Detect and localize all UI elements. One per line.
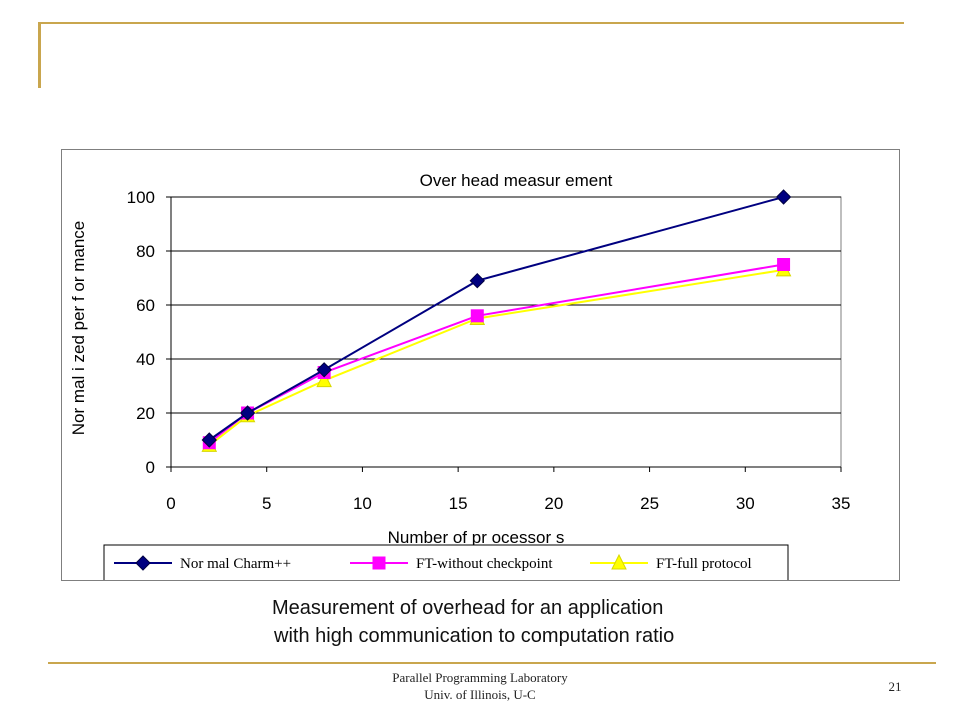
- caption-line-1: Measurement of overhead for an applicati…: [272, 597, 664, 619]
- y-tick-label: 100: [127, 188, 155, 207]
- x-tick-label: 20: [544, 494, 563, 513]
- data-point: [239, 405, 256, 421]
- bottom-rule: [48, 662, 936, 664]
- x-tick-label: 0: [166, 494, 175, 513]
- data-point: [201, 432, 217, 448]
- x-tick-label: 15: [449, 494, 468, 513]
- footer: Parallel Programming Laboratory Univ. of…: [330, 669, 630, 703]
- x-tick-label: 25: [640, 494, 659, 513]
- data-point: [316, 371, 332, 388]
- x-axis-label: Number of pr ocessor s: [388, 528, 565, 547]
- legend-marker: [135, 555, 151, 571]
- x-tick-label: 10: [353, 494, 372, 513]
- legend-marker: [611, 553, 627, 570]
- data-point: [470, 309, 484, 323]
- footer-university: Univ. of Illinois, U-C: [424, 687, 536, 702]
- x-tick-label: 5: [262, 494, 271, 513]
- data-point: [469, 272, 485, 289]
- y-tick-label: 20: [136, 404, 155, 423]
- slide-caption: Measurement of overhead for an applicati…: [272, 594, 832, 650]
- page-number: 21: [888, 679, 902, 694]
- chart-frame: 0 20 40 60 80 100 0 5 10 15 20 25 30 35 Over head meas…: [61, 149, 900, 581]
- y-axis-label: Nor mal i zed per f or mance: [69, 221, 88, 435]
- chart-title: Over head measur ement: [420, 171, 613, 190]
- x-tick-label: 30: [736, 494, 755, 513]
- x-tick-label: 35: [832, 494, 851, 513]
- y-tick-label: 60: [136, 296, 155, 315]
- overhead-chart: 0 20 40 60 80 100 0 5 10 15 20 25 30 35 Over head meas…: [69, 171, 851, 580]
- legend-label: Nor mal Charm++: [180, 556, 291, 572]
- legend-box: [103, 544, 789, 580]
- footer-lab-name: Parallel Programming Laboratory: [392, 670, 568, 685]
- left-rule: [38, 22, 41, 88]
- y-tick-label: 0: [146, 458, 155, 477]
- legend-label: FT-full protocol: [656, 556, 752, 572]
- data-point: [316, 362, 332, 378]
- data-point: [775, 189, 792, 205]
- y-tick-label: 80: [136, 242, 155, 261]
- data-point: [777, 258, 791, 271]
- legend-marker: [372, 556, 386, 570]
- plot-area: [170, 196, 842, 468]
- caption-line-2: with high communication to computation r…: [274, 625, 675, 647]
- legend-label: FT-without checkpoint: [416, 556, 553, 572]
- y-tick-label: 40: [136, 350, 155, 369]
- top-rule: [40, 22, 904, 24]
